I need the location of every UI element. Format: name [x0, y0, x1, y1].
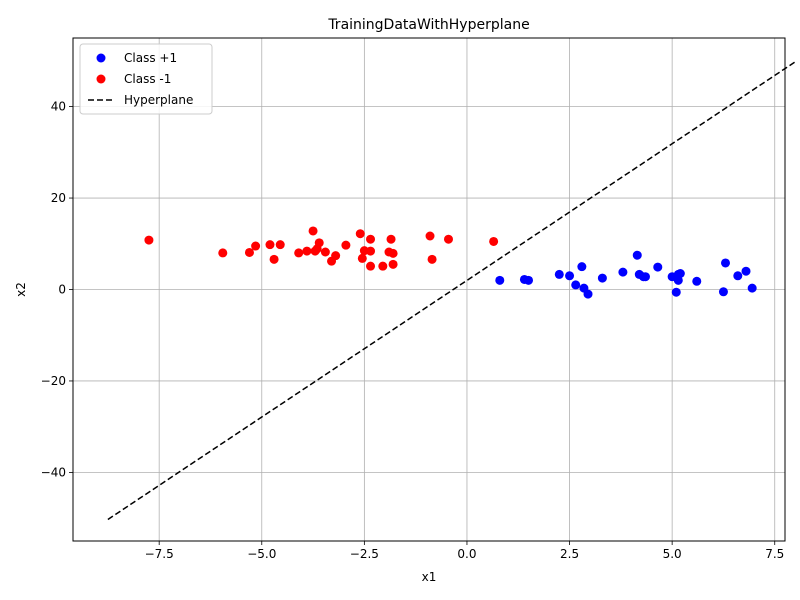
y-tick-label: −20 [41, 374, 66, 388]
x-axis-label: x1 [422, 570, 437, 584]
class-neg-point [314, 238, 324, 248]
y-axis-label: x2 [14, 282, 28, 297]
class-neg-point [366, 234, 376, 244]
class-pos-point [640, 272, 650, 282]
class-neg-point [302, 246, 312, 256]
class-pos-point [653, 262, 663, 272]
class-neg-point [366, 261, 376, 271]
legend-box [79, 43, 213, 115]
class-neg-point [425, 231, 435, 241]
class-pos-point [673, 269, 683, 279]
legend: Class +1 Class -1 Hyperplane [79, 43, 213, 115]
class-neg-point [331, 251, 341, 261]
x-tick-label: 2.5 [560, 547, 579, 561]
class-neg-point [218, 248, 228, 258]
chart-title: TrainingDataWithHyperplane [327, 17, 529, 33]
class-neg-point [144, 235, 154, 245]
plot-area [107, 61, 796, 521]
class-pos-point [571, 280, 581, 290]
legend-entry-label: Class -1 [124, 72, 171, 86]
class-neg-point [294, 248, 304, 258]
y-tick-label: −40 [41, 465, 66, 479]
y-tick-label: 0 [58, 283, 66, 297]
x-tick-label: 5.0 [663, 547, 682, 561]
class-neg-point [251, 241, 261, 251]
class-neg-point [275, 240, 285, 250]
class-neg-point [489, 236, 499, 246]
class-pos-point [524, 275, 534, 285]
class-pos-point [554, 269, 564, 279]
class-pos-point [583, 289, 593, 299]
class-neg-point [244, 247, 254, 257]
ticks: −7.5 −5.0 −2.5 0.0 2.5 5.0 7.5 −40 −20 0 20 40 [41, 100, 785, 561]
class-pos-point [597, 273, 607, 283]
x-tick-label: −7.5 [145, 547, 174, 561]
class-neg-point [269, 254, 279, 264]
class-neg-point [308, 226, 318, 236]
class-pos-point [618, 267, 628, 277]
class-neg-point [386, 234, 396, 244]
legend-entry-label: Hyperplane [124, 93, 193, 107]
class-pos-point [741, 266, 751, 276]
x-tick-label: 0.0 [457, 547, 476, 561]
class-pos-point [720, 258, 730, 268]
legend-swatch-marker [96, 74, 106, 84]
class-neg-point [341, 240, 351, 250]
x-tick-label: −5.0 [247, 547, 276, 561]
class-pos-point [632, 250, 642, 260]
class-neg-point [357, 253, 367, 263]
x-tick-label: −2.5 [350, 547, 379, 561]
hyperplane-line [107, 61, 796, 521]
class-pos-point [692, 276, 702, 286]
class-neg-point [265, 240, 275, 250]
grid [73, 38, 785, 541]
class-neg-point [388, 248, 398, 258]
legend-swatch-marker [96, 53, 106, 63]
x-tick-label: 7.5 [765, 547, 784, 561]
class-pos-point [718, 287, 728, 297]
class-pos-point [577, 262, 587, 272]
class-pos-point [495, 275, 505, 285]
class-pos-point [671, 287, 681, 297]
class-neg-point [320, 247, 330, 257]
class-neg-point [388, 259, 398, 269]
class-neg-point [378, 261, 388, 271]
class-neg-point [427, 254, 437, 264]
class-neg-point [443, 234, 453, 244]
class-pos-point [733, 271, 743, 281]
y-tick-label: 40 [51, 100, 66, 114]
y-tick-label: 20 [51, 191, 66, 205]
class-pos-point [747, 283, 757, 293]
legend-entry-label: Class +1 [124, 51, 177, 65]
class-neg-point [355, 229, 365, 239]
class-neg-point [366, 246, 376, 256]
class-pos-point [565, 271, 575, 281]
